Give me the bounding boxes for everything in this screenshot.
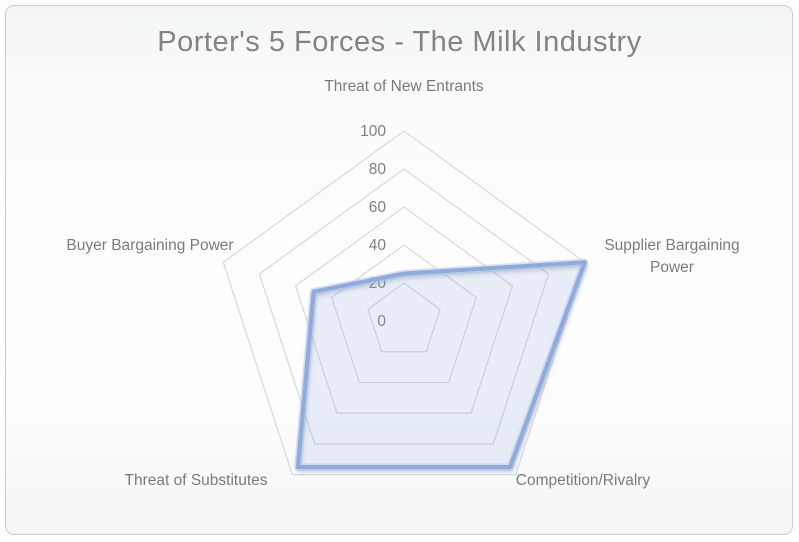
grid-ring-20 [367, 282, 441, 353]
axis-label-competition-rivalry: Competition/Rivalry [515, 472, 651, 489]
grid-rings [222, 130, 586, 476]
data-series-polygon [294, 258, 589, 471]
tick-label-80: 80 [369, 161, 387, 178]
axis-label-buyer-bargaining-power: Buyer Bargaining Power [66, 237, 234, 254]
axis-label-supplier-bargaining-power: Supplier Bargaining Power [604, 237, 740, 276]
chart-frame [5, 5, 793, 535]
chart-title: Porter's 5 Forces - The Milk Industry [157, 26, 642, 58]
tick-label-60: 60 [369, 199, 387, 216]
axis-label-threat-of-substitutes: Threat of Substitutes [124, 472, 268, 489]
axis-label-threat-of-new-entrants: Threat of New Entrants [324, 78, 484, 95]
series-outline [295, 260, 587, 469]
grid-ring-100 [222, 130, 586, 476]
tick-label-40: 40 [369, 237, 387, 254]
series-fill [297, 262, 585, 467]
grid-ring-80 [258, 168, 550, 445]
tick-label-0: 0 [377, 313, 386, 330]
grid-ring-60 [294, 206, 514, 414]
tick-label-100: 100 [360, 123, 386, 140]
